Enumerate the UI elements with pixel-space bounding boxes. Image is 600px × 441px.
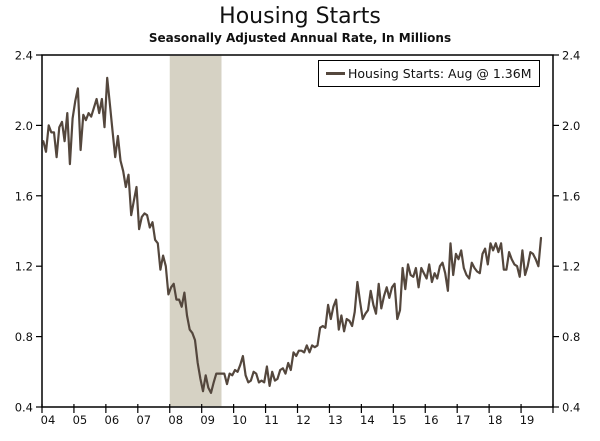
x-tick-label: 05 (73, 413, 88, 427)
y-tick-label-right: 0.8 (562, 330, 580, 344)
x-tick-label: 04 (41, 413, 56, 427)
y-tick-label-right: 0.4 (562, 401, 580, 415)
x-tick-label: 17 (456, 413, 471, 427)
chart-legend: Housing Starts: Aug @ 1.36M (318, 60, 540, 87)
x-tick-label: 18 (488, 413, 503, 427)
legend-line-swatch-icon (326, 72, 345, 75)
axis-tick-labels: 2.4 2.4 2.0 2.0 1.6 1.6 1.2 1.2 0.8 0.8 0.4 0.4 04 05… (15, 49, 581, 428)
x-tick-label: 09 (200, 413, 215, 427)
x-tick-label: 14 (360, 413, 375, 427)
axis-ticks (36, 54, 559, 413)
y-tick-label-left: 2.4 (15, 49, 33, 63)
chart-title: Housing Starts (219, 4, 381, 29)
y-tick-label-right: 1.6 (562, 189, 580, 203)
x-tick-label: 06 (105, 413, 120, 427)
y-tick-label-left: 1.6 (15, 189, 33, 203)
y-tick-label-left: 1.2 (15, 260, 33, 274)
y-tick-label-right: 1.2 (562, 260, 580, 274)
legend-label: Housing Starts: Aug @ 1.36M (348, 66, 532, 81)
y-tick-label-left: 2.0 (15, 119, 33, 133)
plot-frame (41, 54, 554, 408)
x-tick-label: 10 (232, 413, 247, 427)
y-tick-label-left: 0.4 (15, 401, 33, 415)
y-tick-label-right: 2.0 (562, 119, 580, 133)
x-tick-label: 07 (136, 413, 151, 427)
y-tick-label-left: 0.8 (15, 330, 33, 344)
chart-subtitle: Seasonally Adjusted Annual Rate, In Mill… (148, 31, 452, 45)
x-tick-label: 08 (168, 413, 183, 427)
housing-starts-line (42, 76, 543, 394)
x-tick-label: 19 (520, 413, 535, 427)
x-tick-label: 13 (328, 413, 343, 427)
x-tick-label: 15 (392, 413, 407, 427)
y-tick-label-right: 2.4 (562, 49, 580, 63)
x-tick-label: 16 (424, 413, 439, 427)
x-tick-label: 12 (296, 413, 311, 427)
x-tick-label: 11 (264, 413, 279, 427)
